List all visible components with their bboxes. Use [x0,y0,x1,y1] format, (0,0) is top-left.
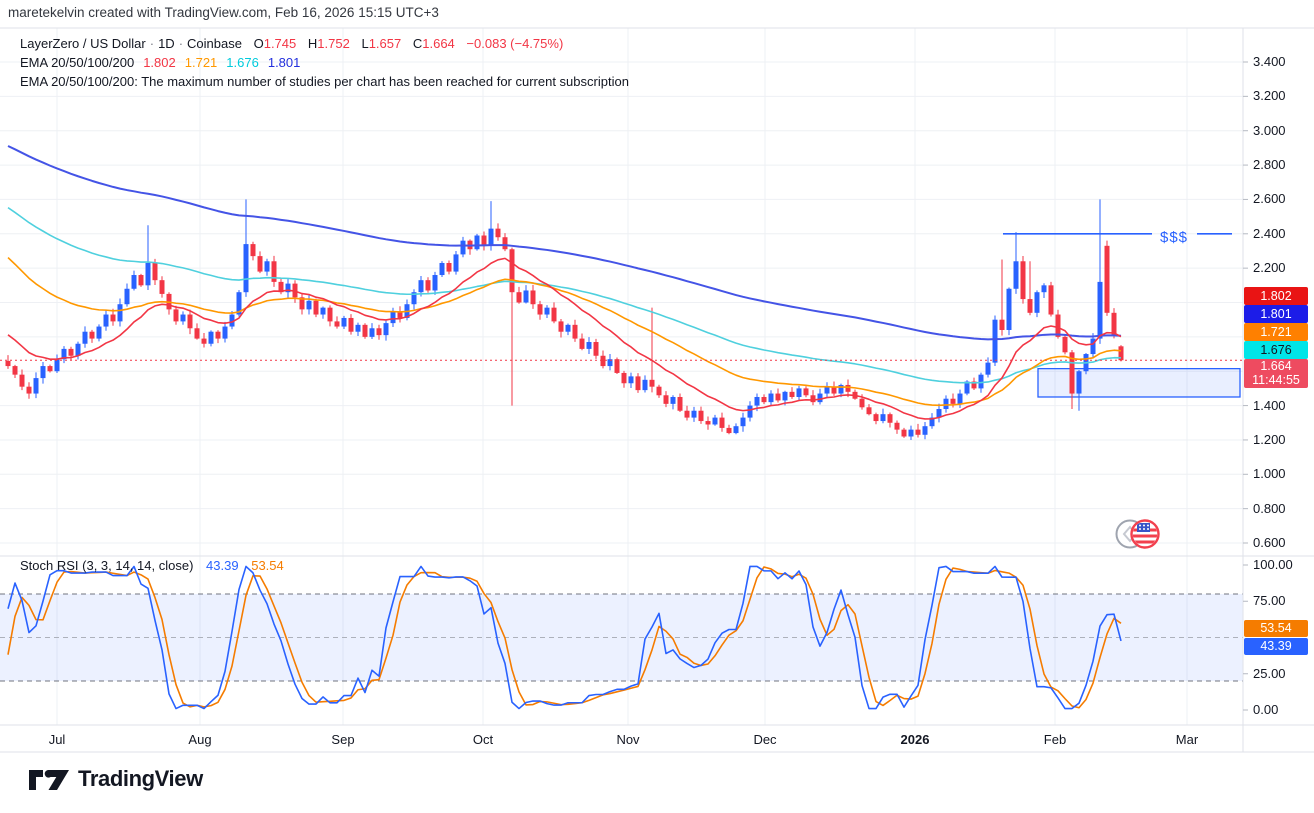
ema-line-ema200 [7,145,1122,341]
stoch-k-value: 43.39 [206,558,239,573]
price-tick-label: 1.000 [1253,466,1286,482]
low-letter: L [361,36,369,51]
stoch-rsi-title: Stoch RSI (3, 3, 14, 14, close) [20,558,194,573]
interval-label: 1D [158,36,175,51]
tradingview-logo-icon [29,770,69,790]
pair-logo-watermark [1115,519,1160,549]
stoch-tick-label: 100.00 [1253,557,1293,572]
stoch-tick-label: 75.00 [1253,593,1286,609]
symbol-legend-row[interactable]: LayerZero / US Dollar · 1D · Coinbase O1.745… [20,36,564,51]
exchange-label: Coinbase [187,36,242,51]
stoch-d-label: 53.54 [1244,620,1308,637]
time-axis[interactable]: Jul Aug Sep Oct Nov Dec 2026 Feb Mar [0,725,1243,752]
ema-legend-value: 1.802 [143,55,176,70]
support-zone-box[interactable] [1037,367,1241,398]
time-tick-label-oct: Oct [472,732,494,747]
creator-watermark: maretekelvin created with TradingView.co… [8,5,439,20]
ema-legend-value: 1.721 [184,55,218,70]
price-tick-label: 3.400 [1253,54,1286,69]
tradingview-logo[interactable]: TradingView [28,766,203,792]
ema-line-ema50 [7,256,1122,407]
study-limit-warning: EMA 20/50/100/200: The maximum number of… [20,74,629,89]
ema-legend-row[interactable]: EMA 20/50/100/200 1.802 1.721 1.676 1.801 [20,55,300,70]
ema100-price-label: 1.676 [1244,341,1308,359]
change-value: −0.083 (−4.75%) [466,36,564,51]
stoch-d-value: 53.54 [251,558,284,573]
open-value: 1.745 [263,36,297,51]
us-flag-icon [1130,519,1160,549]
dollars-annotation-label[interactable]: $$$ [1160,229,1189,246]
low-value: 1.657 [368,36,402,51]
ema50-price-label: 1.721 [1244,323,1308,341]
price-tick-label: 0.600 [1253,535,1286,550]
time-tick-label-jul: Jul [48,732,66,747]
price-tick-label: 3.000 [1253,122,1286,138]
high-value: 1.752 [317,36,350,51]
ema-row-title: EMA 20/50/100/200 [20,55,135,70]
symbol-title: LayerZero / US Dollar [20,36,146,51]
tradingview-logo-text: TradingView [78,766,203,791]
ema20-price-label: 1.802 [1244,287,1308,305]
price-tick-label: 0.800 [1253,500,1286,516]
stoch-k-label: 43.39 [1244,638,1308,655]
price-tick-label: 2.200 [1253,260,1286,276]
time-tick-label-nov: Nov [616,732,640,747]
open-letter: O [253,36,264,51]
time-tick-label-aug: Aug [188,732,212,747]
ema-line-ema100 [7,206,1122,384]
price-scale[interactable]: 3.400 3.200 3.000 2.800 2.600 2.400 2.200 1.400… [1243,28,1314,752]
time-tick-label-feb: Feb [1043,732,1067,747]
price-tick-label: 1.400 [1253,397,1286,413]
high-letter: H [307,36,318,51]
stoch-tick-label: 0.00 [1253,702,1279,717]
ema-legend-value: 1.801 [267,55,301,70]
last-price-value: 1.664 [1260,359,1292,373]
price-tick-label: 2.600 [1253,191,1286,207]
stoch-tick-label: 25.00 [1253,665,1286,681]
ema200-price-label: 1.801 [1244,305,1308,323]
close-value: 1.664 [422,36,455,51]
time-tick-label-sep: Sep [331,732,355,747]
last-price-label: 1.664 11:44:55 [1244,359,1308,388]
price-tick-label: 1.200 [1253,431,1286,447]
close-letter: C [412,36,423,51]
ema-line-ema20 [7,257,1122,420]
stoch-rsi-legend-row[interactable]: Stoch RSI (3, 3, 14, 14, close) 43.39 53… [20,558,284,573]
bar-countdown: 11:44:55 [1252,373,1300,387]
time-tick-label-dec: Dec [753,732,777,747]
time-tick-label-2026: 2026 [900,732,930,747]
price-tick-label: 2.400 [1253,225,1286,241]
time-tick-label-mar: Mar [1175,732,1199,747]
price-tick-label: 3.200 [1253,88,1286,104]
stoch-k-line [7,565,1122,710]
ema-legend-value: 1.676 [226,55,259,70]
price-tick-label: 2.800 [1253,157,1286,173]
